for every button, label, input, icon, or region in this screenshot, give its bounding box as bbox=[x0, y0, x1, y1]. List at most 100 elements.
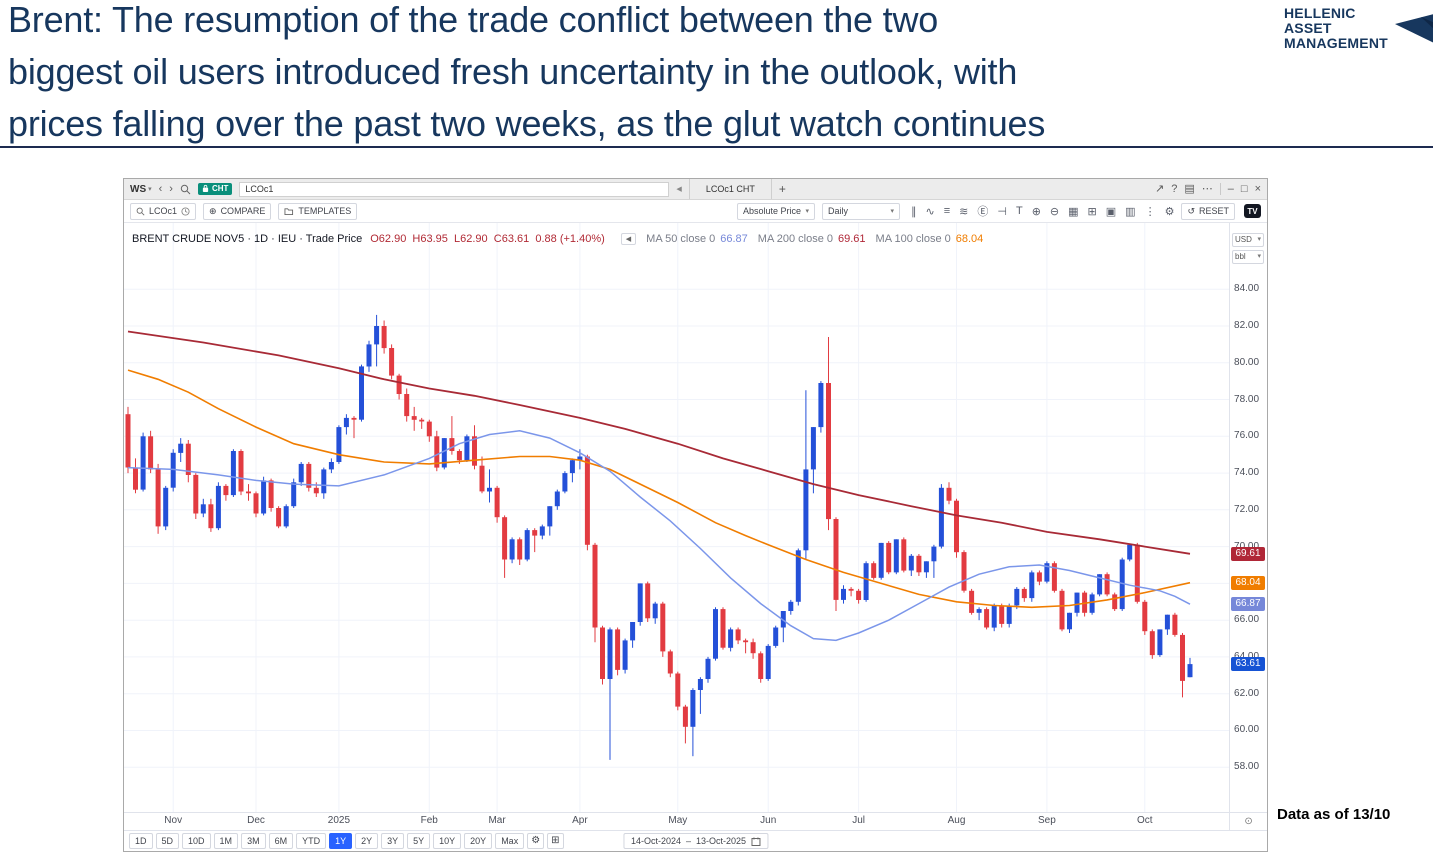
compare-overlay-icon[interactable]: ∿ bbox=[925, 205, 935, 218]
range-button-10d[interactable]: 10D bbox=[182, 833, 211, 849]
back-icon[interactable]: ‹ bbox=[158, 182, 163, 195]
caret-down-icon: ▾ bbox=[805, 208, 809, 215]
time-axis-labels: Nov Dec 2025 Feb Mar Apr May Jun Jul Aug Sep Oct bbox=[124, 813, 1229, 830]
candle-style-icon[interactable]: ∥ bbox=[911, 205, 917, 218]
time-axis-label: Jul bbox=[852, 815, 865, 826]
date-separator: – bbox=[685, 836, 692, 846]
grid-icon[interactable]: ▦ bbox=[1068, 205, 1079, 218]
divider-rule bbox=[0, 146, 1433, 148]
zoom-in-icon[interactable]: ⊕ bbox=[1031, 205, 1041, 218]
cht-badge-label: CHT bbox=[211, 184, 229, 193]
text-tool-icon[interactable]: T bbox=[1015, 205, 1023, 217]
compare-label: COMPARE bbox=[220, 206, 266, 216]
symbol-field[interactable]: LCOc1 bbox=[239, 181, 670, 197]
more-options-icon[interactable]: ⋯ bbox=[1201, 182, 1213, 195]
workspace-menu[interactable]: WS ▾ bbox=[130, 183, 152, 195]
currency-select[interactable]: USD ▾ bbox=[1232, 233, 1264, 247]
series-title: BRENT CRUDE NOV5 · 1D · IEU · Trade Pric… bbox=[132, 233, 363, 245]
caret-down-icon: ▾ bbox=[148, 186, 152, 193]
range-button-1d[interactable]: 1D bbox=[129, 833, 153, 849]
price-badge: 68.04 bbox=[1231, 575, 1265, 590]
date-range-picker[interactable]: 14-Oct-2024 – 13-Oct-2025 bbox=[622, 833, 769, 849]
more-icon[interactable]: ⋮ bbox=[1144, 205, 1156, 218]
help-icon[interactable]: ? bbox=[1171, 182, 1178, 195]
range-button-max[interactable]: Max bbox=[495, 833, 525, 849]
events-icon[interactable]: Ⓔ bbox=[977, 206, 989, 218]
layout-icon[interactable]: ⊞ bbox=[1087, 205, 1097, 218]
range-button-1m[interactable]: 1M bbox=[213, 833, 239, 849]
tradingview-logo: TV bbox=[1244, 204, 1261, 218]
range-button-1y[interactable]: 1Y bbox=[329, 833, 353, 849]
forward-icon[interactable]: › bbox=[169, 182, 173, 195]
chart-type-badge: CHT bbox=[197, 183, 233, 195]
headline-line-1: Brent: The resumption of the trade confl… bbox=[8, 0, 939, 40]
time-axis-label: Oct bbox=[1137, 815, 1153, 826]
window-titlebar: WS ▾ ‹ › CHT LCOc1 ◀ LCOc1 CHT + ↗ ? ▤ ⋯ … bbox=[124, 179, 1267, 200]
waves-icon[interactable]: ≋ bbox=[959, 205, 969, 218]
range-button-2y[interactable]: 2Y bbox=[355, 833, 379, 849]
ma100-line bbox=[127, 369, 1191, 609]
range-button-5y[interactable]: 5Y bbox=[407, 833, 431, 849]
collapse-icon[interactable]: ◀ bbox=[676, 185, 682, 193]
reset-label: RESET bbox=[1198, 206, 1229, 216]
axis-settings-icon[interactable]: ⊙ bbox=[1229, 813, 1267, 830]
chart-plot-area[interactable]: BRENT CRUDE NOV5 · 1D · IEU · Trade Pric… bbox=[124, 223, 1230, 812]
price-axis[interactable]: USD ▾ bbl ▾ 84.00 82.00 80.00 78.00 76.00 74.… bbox=[1229, 223, 1267, 812]
snapshot-icon[interactable]: ▣ bbox=[1105, 205, 1117, 218]
reset-button[interactable]: ↺ RESET bbox=[1181, 202, 1235, 220]
search-icon[interactable] bbox=[180, 184, 191, 195]
lock-icon bbox=[202, 184, 209, 192]
settings-icon[interactable]: ⚙ bbox=[1164, 205, 1175, 218]
ma-legend-label: MA 50 close 0 bbox=[646, 233, 716, 245]
logo-text: HELLENIC ASSET MANAGEMENT bbox=[1284, 6, 1388, 51]
time-axis[interactable]: Nov Dec 2025 Feb Mar Apr May Jun Jul Aug Sep Oct ⊙ bbox=[124, 812, 1267, 830]
time-axis-label: May bbox=[668, 815, 688, 826]
folder-icon bbox=[284, 207, 294, 215]
templates-button[interactable]: TEMPLATES bbox=[278, 202, 358, 220]
zoom-out-icon[interactable]: ⊖ bbox=[1049, 205, 1060, 218]
range-button-3y[interactable]: 3Y bbox=[381, 833, 405, 849]
range-button-ytd[interactable]: YTD bbox=[296, 833, 327, 849]
range-selector: 1D 5D 10D 1M 3M 6M YTD 1Y 2Y 3Y 5Y 10Y 20Y Max bbox=[129, 833, 525, 849]
range-button-20y[interactable]: 20Y bbox=[464, 833, 493, 849]
range-button-10y[interactable]: 10Y bbox=[433, 833, 462, 849]
new-tab-button[interactable]: + bbox=[778, 182, 786, 196]
grid-layer bbox=[124, 223, 1230, 812]
date-to: 13-Oct-2025 bbox=[696, 836, 747, 846]
align-icon[interactable]: ⊣ bbox=[997, 205, 1007, 218]
ma-legend-label: MA 200 close 0 bbox=[757, 233, 833, 245]
panel-icon[interactable]: ▥ bbox=[1125, 205, 1136, 218]
grid-layout-icon[interactable]: ⊞ bbox=[547, 833, 564, 849]
close-icon[interactable]: × bbox=[1254, 182, 1261, 195]
unit-select[interactable]: bbl ▾ bbox=[1232, 250, 1264, 264]
range-button-6m[interactable]: 6M bbox=[268, 833, 294, 849]
range-button-3m[interactable]: 3M bbox=[241, 833, 266, 849]
indicators-icon[interactable]: ≡ bbox=[943, 205, 951, 217]
page-title: Brent: The resumption of the trade confl… bbox=[8, 0, 1045, 150]
interval-select[interactable]: Daily ▾ bbox=[822, 202, 900, 220]
data-as-of-note: Data as of 13/10 bbox=[1277, 806, 1391, 823]
headline-line-3: prices falling over the past two weeks, … bbox=[8, 103, 1046, 144]
minimize-icon[interactable]: – bbox=[1227, 182, 1234, 195]
clock-icon[interactable] bbox=[181, 206, 190, 216]
price-tick: 62.00 bbox=[1234, 687, 1260, 699]
price-mode-select[interactable]: Absolute Price ▾ bbox=[737, 202, 815, 220]
chart-row: BRENT CRUDE NOV5 · 1D · IEU · Trade Pric… bbox=[124, 223, 1267, 812]
range-settings-icon[interactable]: ⚙ bbox=[527, 833, 545, 849]
tab-lcoc1-cht[interactable]: LCOc1 CHT bbox=[688, 179, 772, 199]
chart-toolbar: LCOc1 ⊕ COMPARE TEMPLATES Absolute Price… bbox=[124, 200, 1267, 223]
time-axis-label: Sep bbox=[1037, 815, 1056, 826]
maximize-icon[interactable]: □ bbox=[1240, 182, 1248, 195]
range-button-5d[interactable]: 5D bbox=[155, 833, 180, 849]
layout-grid-icon[interactable]: ▤ bbox=[1184, 182, 1195, 195]
legend-collapse-button[interactable]: ◀ bbox=[620, 233, 637, 245]
symbol-search-input[interactable]: LCOc1 bbox=[130, 202, 197, 220]
caret-down-icon: ▾ bbox=[1257, 253, 1261, 260]
time-axis-label: Jun bbox=[760, 815, 777, 826]
bottom-toolbar: 1D 5D 10D 1M 3M 6M YTD 1Y 2Y 3Y 5Y 10Y 20Y Max ⚙ ⊞ 14… bbox=[124, 830, 1267, 851]
price-chart bbox=[124, 223, 1230, 812]
price-tick: 58.00 bbox=[1234, 761, 1260, 773]
compare-button[interactable]: ⊕ COMPARE bbox=[203, 202, 272, 220]
time-axis-label: Dec bbox=[247, 815, 265, 826]
popout-icon[interactable]: ↗ bbox=[1155, 182, 1165, 195]
